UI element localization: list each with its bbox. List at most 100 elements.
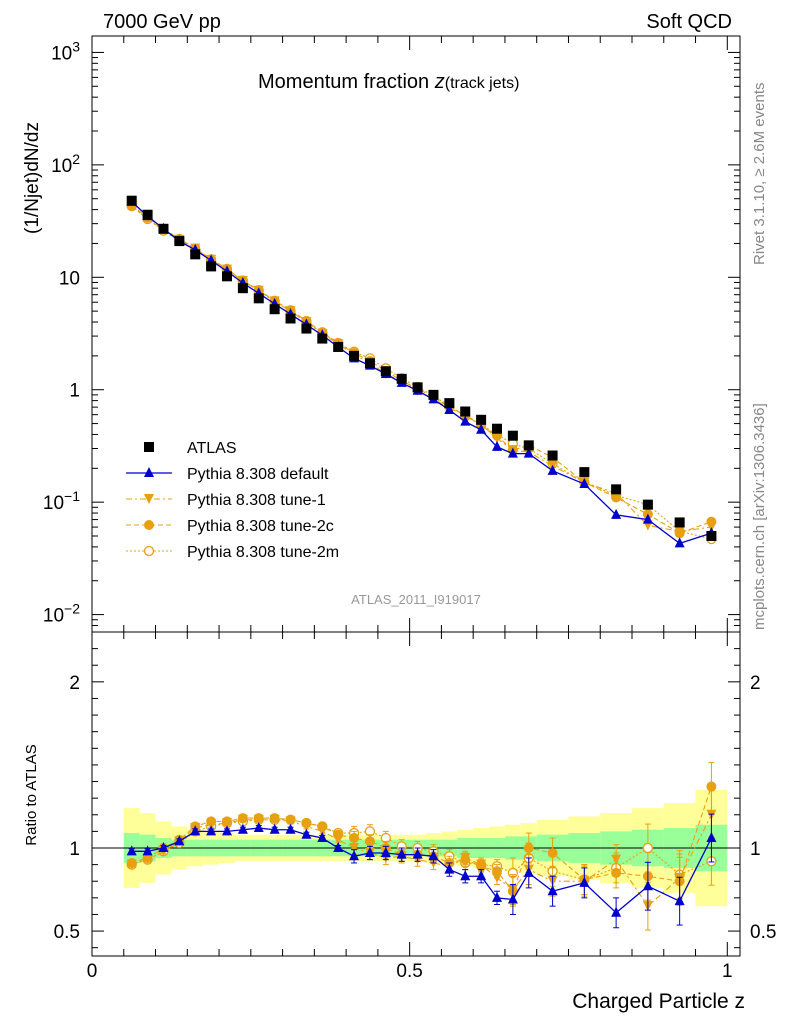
ratio-y-tick-label: 0.5 [54, 922, 80, 943]
pythia-8-308-default-ratio-point [380, 846, 391, 857]
atlas-point [349, 350, 360, 361]
atlas-point [269, 304, 280, 315]
analysis-id: ATLAS_2011_I919017 [351, 592, 481, 607]
atlas-point [507, 430, 518, 441]
atlas-point [206, 261, 217, 272]
atlas-point [380, 366, 391, 377]
atlas-point [412, 382, 423, 393]
pythia-8-308-default-ratio-point [579, 876, 590, 887]
pythia-8-308-default-point [611, 508, 622, 519]
pythia-8-308-default-ratio-point [253, 822, 264, 833]
atlas-point [142, 209, 153, 220]
pythia-8-308-default-point [523, 447, 534, 458]
atlas-point [364, 358, 375, 369]
pythia-8-308-default-ratio-point [349, 850, 360, 861]
ratio-panel-series [126, 762, 717, 931]
pythia-8-308-tune-2c-ratio-point [706, 781, 717, 792]
pythia-8-308-tune-1-point [674, 526, 685, 537]
atlas-point [253, 293, 264, 304]
atlas-point [460, 406, 471, 417]
rivet-version-label: Rivet 3.1.10, ≥ 2.6M events [751, 83, 768, 266]
pythia-8-308-default-ratio-point [611, 906, 622, 917]
atlas-point [706, 530, 717, 541]
pythia-8-308-default-point [642, 513, 653, 524]
pythia-8-308-tune-1-point [706, 522, 717, 533]
pythia-8-308-tune-1-ratio-point [301, 821, 312, 832]
process-label: Soft QCD [646, 11, 732, 33]
legend-marker-pythia-8-308-tune-2m [143, 545, 155, 557]
pythia-8-308-tune-1-ratio-point [126, 859, 137, 870]
ratio-axes: 0 0.5 1 0.5 0.5 1 1 2 2 [54, 631, 776, 982]
pythia-8-308-tune-1-ratio-point [333, 834, 344, 845]
pythia-8-308-default-ratio-point [674, 895, 685, 906]
pythia-8-308-tune-2c-ratio-point [349, 833, 360, 844]
pythia-8-308-default-ratio-point [206, 825, 217, 836]
main-frame [91, 35, 741, 633]
atlas-point [285, 313, 296, 324]
pythia-8-308-tune-1-ratio-point [253, 814, 264, 825]
pythia-8-308-default-ratio-point [523, 866, 534, 877]
atlas-point [301, 323, 312, 334]
pythia-8-308-default-point [507, 447, 518, 458]
ratio-frame [91, 631, 741, 957]
pythia-8-308-tune-1-ratio-point [206, 819, 217, 830]
legend-label-pythia-8-308-default: Pythia 8.308 default [187, 466, 329, 483]
pythia-8-308-tune-1-ratio-point [269, 814, 280, 825]
atlas-point [190, 249, 201, 260]
ratio-y-tick-label: 1 [69, 839, 80, 860]
plot-title: Momentum fraction z(track jets) [258, 71, 519, 93]
main-y-tick-label: 10−1 [43, 488, 80, 514]
legend-label-pythia-8-308-tune-2c: Pythia 8.308 tune-2c [187, 518, 334, 535]
pythia-8-308-default-ratio-point [285, 823, 296, 834]
legend-label-pythia-8-308-tune-2m: Pythia 8.308 tune-2m [187, 544, 339, 561]
ratio-y-tick-label-right: 0.5 [750, 922, 776, 943]
pythia-8-308-tune-1-ratio-point [492, 872, 502, 883]
main-y-tick-label: 1 [69, 381, 80, 402]
legend-marker-pythia-8-308-tune-1 [144, 494, 154, 504]
atlas-point [444, 398, 455, 409]
pythia-8-308-tune-1-ratio-point [476, 859, 487, 870]
atlas-point [642, 499, 653, 510]
atlas-point [428, 389, 439, 400]
x-tick-label: 0.5 [396, 961, 422, 982]
atlas-point [492, 423, 502, 434]
pythia-8-308-default-point [674, 537, 685, 548]
main-y-tick-label: 103 [51, 38, 80, 64]
pythia-8-308-tune-1-ratio-point [349, 843, 360, 853]
plot-title-z: z [434, 71, 445, 93]
atlas-point [674, 517, 685, 528]
atlas-point [317, 333, 328, 344]
pythia-8-308-default-point [460, 415, 471, 426]
pythia-8-308-tune-1-point [492, 433, 502, 444]
atlas-point [174, 236, 185, 247]
x-tick-label: 0 [87, 961, 98, 982]
main-y-tick-label: 10−2 [43, 601, 80, 627]
pythia-8-308-default-ratio-point [158, 842, 169, 852]
x-tick-label: 1 [722, 961, 733, 982]
ratio-y-tick-label: 2 [69, 673, 80, 694]
atlas-point [611, 484, 622, 495]
atlas-point [333, 341, 344, 352]
pythia-8-308-default-ratio-point [190, 825, 201, 836]
pythia-8-308-default-ratio-point [174, 835, 185, 846]
legend-label-atlas: ATLAS [187, 440, 237, 457]
pythia-8-308-tune-2c-ratio-point [547, 847, 558, 858]
pythia-8-308-tune-1-ratio-point [237, 814, 248, 825]
pythia-8-308-tune-1-ratio-point [317, 826, 328, 837]
pythia-8-308-default-point [476, 423, 487, 434]
pythia-8-308-default-ratio-point [396, 848, 407, 859]
pythia-8-308-default-ratio-point [333, 842, 344, 852]
pythia-8-308-default-ratio-point [301, 828, 312, 839]
plot-title-subscript: (track jets) [445, 75, 520, 92]
x-axis-label: Charged Particle z [572, 990, 745, 1013]
pythia-8-308-default-ratio-point [547, 885, 558, 896]
pythia-8-308-default-ratio-point [142, 845, 153, 856]
pythia-8-308-default-ratio-point [412, 848, 423, 859]
pythia-8-308-tune-2m-line [131, 205, 712, 540]
ratio-y-tick-label-right: 2 [750, 673, 761, 694]
pythia-8-308-default-point [444, 404, 455, 415]
atlas-point [396, 373, 407, 384]
legend-marker-pythia-8-308-tune-2c [144, 520, 154, 530]
atlas-point [523, 440, 534, 451]
